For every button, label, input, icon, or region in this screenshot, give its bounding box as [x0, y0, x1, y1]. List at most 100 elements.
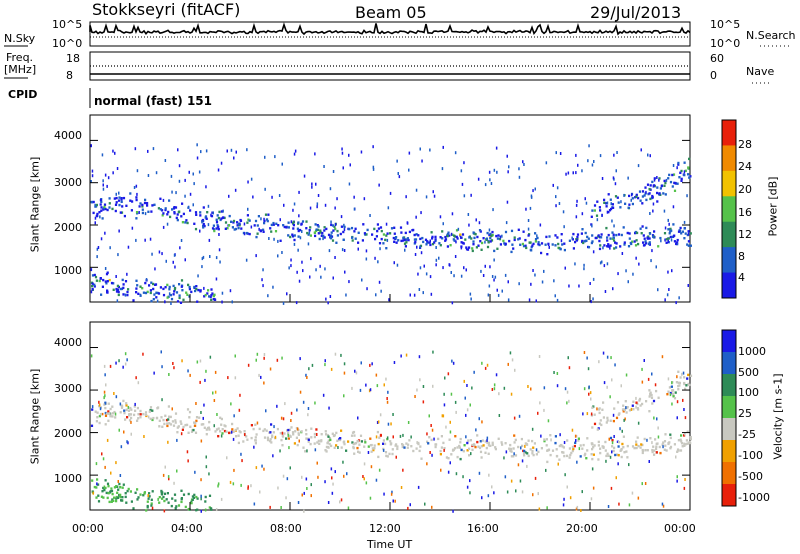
- velocity-noise-cell: [127, 405, 130, 409]
- velocity-echo-cell: [188, 410, 192, 414]
- velocity-echo-cell: [133, 405, 136, 408]
- power-echo-cell: [459, 233, 462, 236]
- velocity-echo-cell: [471, 448, 474, 451]
- power-echo-cell: [496, 237, 499, 240]
- power-noise-cell: [385, 222, 388, 226]
- power-echo-cell: [590, 215, 593, 218]
- velocity-echo-cell: [91, 490, 94, 493]
- power-echo-cell: [129, 192, 132, 195]
- power-echo-cell: [115, 196, 118, 200]
- power-echo-cell: [376, 223, 379, 226]
- power-cbar-tick-28: 28: [738, 138, 752, 151]
- velocity-noise-cell: [491, 485, 493, 489]
- power-noise-cell: [343, 228, 346, 232]
- velocity-noise-cell: [324, 359, 326, 363]
- power-echo-cell: [434, 238, 437, 241]
- velocity-noise-cell: [263, 381, 265, 385]
- power-echo-cell: [135, 217, 138, 220]
- velocity-echo-cell: [391, 448, 394, 451]
- velocity-echo-cell: [147, 497, 150, 500]
- power-echo-cell: [403, 242, 407, 245]
- velocity-noise-cell: [628, 463, 630, 467]
- power-echo-cell: [365, 233, 368, 236]
- power-noise-cell: [468, 223, 470, 227]
- velocity-noise-cell: [684, 416, 687, 420]
- power-echo-cell: [301, 220, 305, 223]
- power-echo-cell: [665, 241, 668, 244]
- velocity-echo-cell: [545, 444, 548, 447]
- power-echo-cell: [309, 226, 312, 229]
- velocity-echo-cell: [555, 448, 558, 451]
- velocity-echo-cell: [118, 482, 121, 486]
- velocity-noise-cell: [230, 430, 233, 434]
- xtick-04: 04:00: [171, 522, 203, 535]
- velocity-echo-cell: [167, 418, 170, 421]
- power-echo-cell: [634, 230, 637, 234]
- power-noise-cell: [568, 284, 570, 288]
- velocity-noise-cell: [217, 484, 219, 488]
- velocity-echo-cell: [463, 444, 466, 447]
- power-echo-cell: [256, 232, 259, 235]
- velocity-echo-cell: [684, 443, 687, 446]
- power-echo-cell: [389, 232, 392, 235]
- power-echo-cell: [166, 296, 169, 299]
- power-echo-cell: [446, 245, 449, 248]
- velocity-noise-cell: [571, 428, 574, 432]
- power-echo-cell: [357, 241, 360, 244]
- power-echo-cell: [482, 237, 485, 240]
- velocity-echo-cell: [412, 449, 415, 453]
- power-noise-cell: [147, 174, 150, 177]
- velocity-echo-cell: [282, 435, 285, 438]
- velocity-echo-cell: [458, 444, 461, 448]
- velocity-noise-cell: [343, 474, 345, 478]
- power-echo-cell: [126, 293, 129, 297]
- velocity-echo-cell: [208, 420, 211, 424]
- power-noise-cell: [277, 254, 279, 258]
- velocity-echo-cell: [484, 440, 487, 443]
- velocity-noise-cell: [104, 401, 107, 405]
- velocity-noise-cell: [470, 452, 472, 456]
- velocity-noise-cell: [98, 400, 100, 404]
- velocity-echo-cell: [146, 504, 149, 508]
- velocity-echo-cell: [246, 438, 249, 441]
- power-noise-cell: [532, 189, 534, 193]
- velocity-noise-cell: [683, 486, 686, 490]
- velocity-noise-cell: [537, 492, 539, 496]
- velocity-echo-cell: [166, 424, 169, 428]
- power-echo-cell: [684, 169, 687, 172]
- power-echo-cell: [377, 227, 380, 230]
- power-noise-cell: [348, 280, 350, 284]
- n-sky-tick-top: 10^5: [52, 18, 83, 31]
- power-echo-cell: [614, 241, 617, 244]
- power-echo-cell: [510, 229, 514, 233]
- power-echo-cell: [144, 198, 147, 202]
- power-noise-cell: [298, 214, 300, 218]
- velocity-echo-cell: [473, 444, 476, 447]
- power-echo-cell: [681, 230, 684, 233]
- velocity-echo-cell: [508, 448, 512, 451]
- power-noise-cell: [525, 207, 527, 211]
- power-echo-cell: [373, 227, 376, 231]
- velocity-noise-cell: [383, 383, 385, 387]
- velocity-noise-cell: [581, 490, 583, 494]
- power-echo-cell: [393, 226, 396, 229]
- velocity-echo-cell: [327, 446, 330, 449]
- velocity-echo-cell: [633, 446, 636, 450]
- velocity-noise-cell: [203, 403, 205, 407]
- velocity-noise-cell: [498, 392, 500, 396]
- power-echo-cell: [246, 214, 249, 217]
- power-echo-cell: [262, 228, 265, 231]
- velocity-noise-cell: [115, 461, 117, 465]
- velocity-echo-cell: [410, 445, 413, 448]
- power-noise-cell: [454, 255, 457, 258]
- power-noise-cell: [532, 269, 534, 272]
- velocity-echo-cell: [134, 409, 137, 412]
- power-echo-cell: [530, 245, 533, 249]
- power-noise-cell: [144, 212, 147, 216]
- velocity-noise-cell: [583, 351, 586, 354]
- power-noise-cell: [298, 279, 301, 283]
- power-echo-cell: [194, 211, 198, 214]
- power-noise-cell: [99, 215, 101, 219]
- power-echo-cell: [499, 243, 502, 246]
- power-noise-cell: [91, 169, 94, 173]
